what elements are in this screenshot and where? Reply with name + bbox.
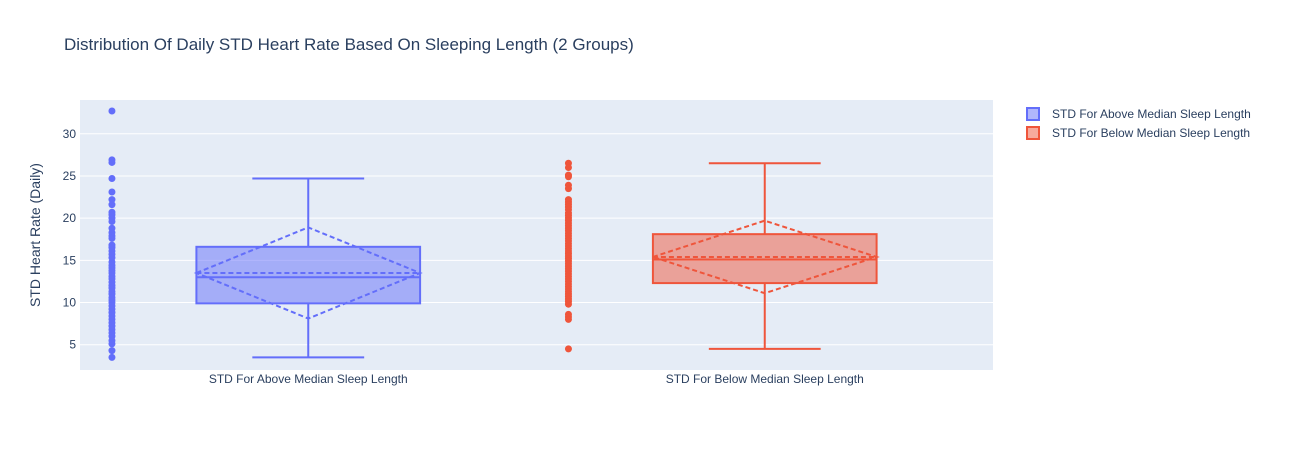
y-tick-labels: 5 10 15 20 25 30 bbox=[63, 127, 77, 352]
data-point bbox=[108, 196, 116, 204]
y-tick-label: 30 bbox=[63, 127, 77, 141]
data-point bbox=[564, 185, 572, 193]
legend-swatch bbox=[1026, 107, 1040, 121]
y-tick-label: 15 bbox=[63, 253, 77, 267]
y-axis-label: STD Heart Rate (Daily) bbox=[27, 163, 43, 307]
x-tick-label: STD For Below Median Sleep Length bbox=[666, 372, 864, 386]
y-tick-label: 10 bbox=[63, 296, 77, 310]
y-tick-label: 25 bbox=[63, 169, 77, 183]
legend-label: STD For Above Median Sleep Length bbox=[1052, 107, 1251, 121]
data-point bbox=[108, 158, 116, 166]
data-point bbox=[108, 234, 116, 242]
data-point bbox=[108, 174, 116, 182]
iqr-box bbox=[195, 245, 422, 305]
data-point bbox=[108, 188, 116, 196]
data-point bbox=[564, 173, 572, 181]
sd-diamond bbox=[649, 219, 880, 295]
box-group bbox=[564, 159, 880, 353]
y-tick-label: 5 bbox=[69, 338, 76, 352]
data-point bbox=[564, 345, 572, 353]
data-point bbox=[108, 340, 116, 348]
chart-title: Distribution Of Daily STD Heart Rate Bas… bbox=[64, 35, 634, 54]
sd-diamond bbox=[193, 226, 423, 320]
box-group bbox=[108, 107, 423, 361]
data-point bbox=[108, 201, 116, 209]
data-point bbox=[108, 353, 116, 361]
legend-swatch bbox=[1026, 126, 1040, 140]
data-point bbox=[108, 218, 116, 225]
data-point bbox=[564, 300, 572, 308]
x-tick-label: STD For Above Median Sleep Length bbox=[209, 372, 408, 386]
legend-item[interactable]: STD For Below Median Sleep Length bbox=[1026, 126, 1250, 140]
x-tick-labels: STD For Above Median Sleep Length STD For… bbox=[209, 372, 864, 386]
y-tick-label: 20 bbox=[63, 211, 77, 225]
data-point bbox=[564, 164, 572, 171]
legend-label: STD For Below Median Sleep Length bbox=[1052, 126, 1250, 140]
data-point bbox=[108, 107, 116, 115]
data-point bbox=[564, 315, 572, 323]
legend[interactable]: STD For Above Median Sleep Length STD For… bbox=[1026, 107, 1251, 140]
data-point bbox=[108, 347, 116, 355]
legend-item[interactable]: STD For Above Median Sleep Length bbox=[1026, 107, 1251, 121]
boxes-layer bbox=[108, 107, 880, 361]
